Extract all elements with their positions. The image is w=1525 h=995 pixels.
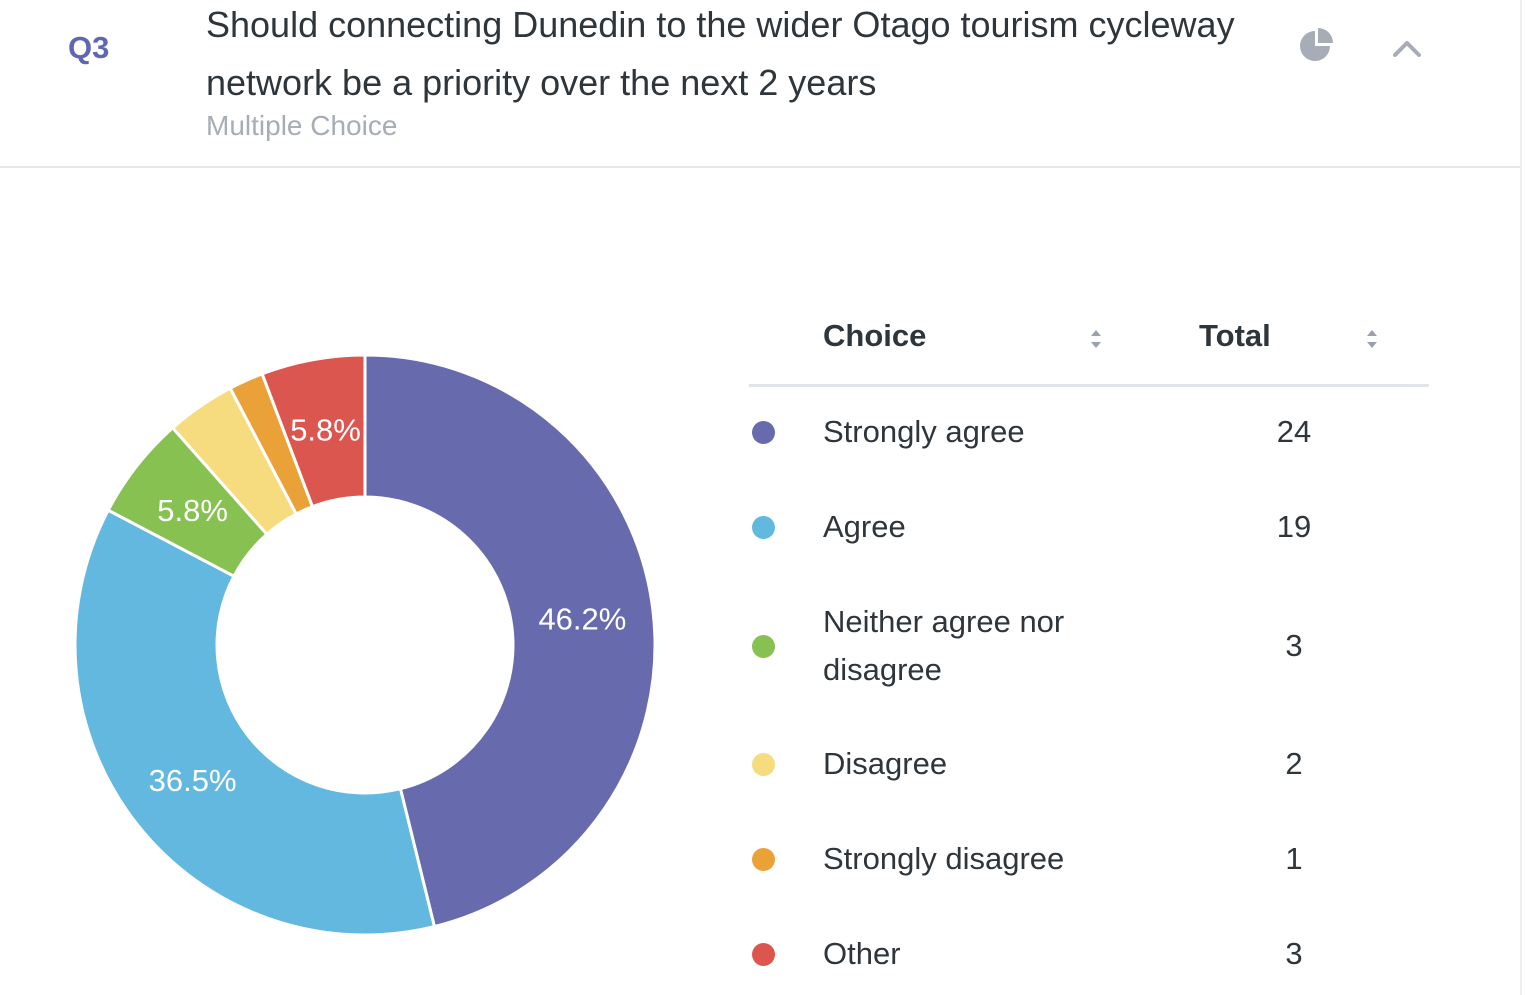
- slice-label: 5.8%: [157, 493, 228, 528]
- donut-chart: 46.2% 36.5% 5.8% 5.8%: [73, 353, 657, 937]
- slice-label: 46.2%: [538, 602, 626, 637]
- choice-total: 3: [1285, 936, 1303, 971]
- legend-dot: [752, 421, 775, 444]
- table-header: Choice Total: [749, 300, 1429, 387]
- choice-total: 3: [1285, 628, 1303, 663]
- choice-total: 1: [1285, 841, 1303, 876]
- slice-label: 5.8%: [290, 413, 361, 448]
- choice-column-header[interactable]: Choice: [823, 318, 927, 353]
- choice-label: Strongly disagree: [823, 841, 1065, 876]
- table-row: Strongly disagree 1: [749, 835, 1429, 883]
- question-header: Q3 Should connecting Dunedin to the wide…: [0, 0, 1520, 168]
- legend-dot: [752, 635, 775, 658]
- choice-total: 24: [1276, 414, 1312, 449]
- choice-label: Agree: [823, 509, 906, 544]
- donut-slice[interactable]: [260, 353, 367, 509]
- table-row: Other 3: [749, 930, 1429, 978]
- question-number: Q3: [68, 30, 110, 65]
- choice-label: Neither agree nor disagree: [823, 604, 1065, 687]
- choice-label: Other: [823, 936, 901, 971]
- total-column-header[interactable]: Total: [1199, 318, 1271, 353]
- legend-dot: [752, 943, 775, 966]
- slice-label: 36.5%: [149, 763, 237, 798]
- chevron-up-icon[interactable]: [1390, 34, 1424, 62]
- table-row: Strongly agree 24: [749, 408, 1429, 456]
- results-table: Choice Total Strongly agree 24 Agree 19 Neit…: [749, 300, 1429, 971]
- question-type: Multiple Choice: [206, 110, 398, 141]
- donut-slice[interactable]: [73, 508, 437, 937]
- table-row: Neither agree nor disagree 3: [749, 598, 1429, 694]
- panel-border: [1520, 0, 1522, 995]
- choice-total: 19: [1276, 509, 1312, 544]
- pie-chart-icon[interactable]: [1298, 25, 1336, 63]
- legend-dot: [752, 753, 775, 776]
- choice-total: 2: [1285, 746, 1303, 781]
- donut-slice[interactable]: [363, 353, 657, 929]
- choice-label: Strongly agree: [823, 414, 1025, 449]
- table-row: Disagree 2: [749, 740, 1429, 788]
- choice-label: Disagree: [823, 746, 948, 781]
- sort-icon[interactable]: [1365, 326, 1379, 352]
- legend-dot: [752, 848, 775, 871]
- question-title: Should connecting Dunedin to the wider O…: [206, 4, 1235, 103]
- sort-icon[interactable]: [1089, 326, 1103, 352]
- legend-dot: [752, 516, 775, 539]
- table-row: Agree 19: [749, 503, 1429, 551]
